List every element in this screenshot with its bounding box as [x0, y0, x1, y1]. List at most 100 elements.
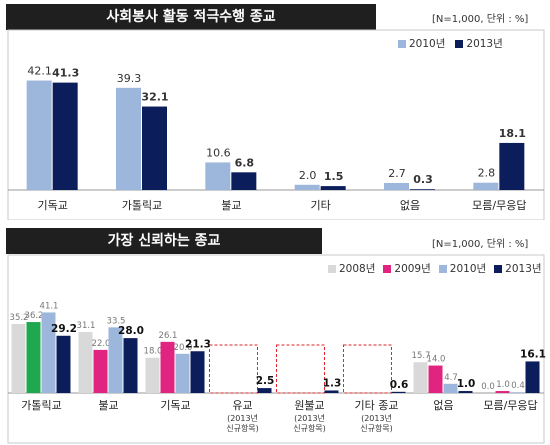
bar: [410, 189, 435, 190]
data-label: 0.4: [511, 381, 525, 391]
data-label: 28.0: [118, 325, 144, 337]
data-label: 4.7: [444, 373, 458, 383]
data-label: 18.1: [499, 127, 526, 140]
bar: [26, 322, 41, 393]
bar: [108, 327, 123, 393]
bar: [391, 391, 406, 393]
bar: [142, 106, 167, 190]
legend-swatch: [328, 264, 336, 273]
category-note: (2013년: [361, 413, 392, 423]
bar: [384, 182, 409, 190]
category-note: 신규항목): [293, 424, 326, 433]
legend-label: 2013년: [505, 263, 542, 275]
bar: [324, 390, 339, 393]
data-label: 31.1: [77, 321, 96, 331]
data-label: 0.6: [390, 379, 409, 391]
legend-label: 2008년: [339, 263, 376, 275]
bar: [78, 332, 93, 393]
bar: [11, 324, 26, 393]
chart-frame: [7, 29, 545, 220]
bar: [473, 182, 499, 190]
chart-panel-1: 사회봉사 활동 적극수행 종교 [N=1,000, 단위 : %] 2010년 …: [0, 0, 550, 220]
category-label: 불교: [221, 199, 241, 212]
chart-frame: [7, 254, 545, 444]
bar: [320, 186, 346, 190]
category-note: 신규항목): [226, 424, 259, 433]
bar: [458, 391, 473, 393]
bar: [116, 87, 141, 190]
legend-label: 2010년: [449, 263, 487, 275]
data-label: 42.1: [27, 65, 52, 78]
legend-item-2009: 2009년: [383, 261, 431, 276]
legend-item-2013: 2013년: [494, 261, 542, 276]
data-label: 2.8: [478, 167, 496, 180]
bar: [175, 353, 190, 393]
legend-item-2008: 2008년: [328, 261, 375, 276]
data-label: 18.0: [144, 347, 163, 357]
data-label: 15.7: [412, 351, 431, 361]
category-label: 기독교: [160, 399, 190, 412]
data-label: 29.2: [51, 323, 77, 335]
bar: [41, 312, 56, 393]
data-label: 14.0: [427, 355, 446, 365]
legend-item-2013: 2013년: [455, 36, 503, 51]
bar: [123, 338, 138, 393]
chart-title-2: 가장 신뢰하는 종교: [6, 228, 322, 254]
category-label: 원불교: [294, 399, 324, 412]
new-item-placeholder: [209, 344, 258, 394]
legend-item-2010: 2010년: [438, 261, 487, 276]
bar: [160, 341, 175, 393]
data-label: 2.5: [256, 375, 275, 387]
data-label: 41.1: [40, 301, 59, 311]
category-label: 모름/무응답: [472, 199, 526, 212]
data-label: 32.1: [141, 91, 168, 104]
category-label: 유교: [232, 399, 252, 412]
bar: [52, 82, 78, 190]
data-label: 0.3: [413, 173, 433, 186]
data-label: 33.5: [107, 316, 126, 326]
bar: [428, 365, 443, 393]
data-label: 6.8: [235, 156, 255, 169]
category-label: 없음: [400, 199, 420, 212]
new-item-placeholder: [343, 344, 392, 394]
data-label: 2.7: [388, 167, 406, 180]
bar: [231, 172, 257, 190]
category-label: 기독교: [37, 199, 67, 212]
bar: [93, 349, 108, 393]
legend-swatch: [455, 39, 464, 48]
bar: [510, 392, 525, 393]
legend-item-2010: 2010년: [398, 36, 445, 51]
category-label: 기타 종교: [355, 399, 399, 412]
data-label: 2.0: [299, 169, 317, 182]
legend-label: 2013년: [466, 38, 503, 50]
bar: [413, 362, 428, 393]
data-label: 20.0: [174, 343, 193, 353]
category-note: (2013년: [294, 413, 325, 423]
bar-chart-2: 35.236.241.1 29.2 가톨릭교 31.1 22.0 33.528.0 불교 18…: [7, 254, 546, 444]
bar: [443, 383, 458, 393]
category-label: 가톨릭교: [21, 399, 61, 412]
bar: [145, 357, 160, 393]
legend-1: 2010년 2013년: [398, 36, 503, 51]
bar-chart-1: 42.1 41.3 기독교 39.3 32.1 가톨릭교 10.6 6.8 불교 2.0 1.5 기타…: [7, 29, 545, 220]
bar: [525, 361, 540, 393]
category-label: 기타: [311, 199, 331, 212]
bar: [499, 142, 525, 190]
data-label: 0.0: [481, 382, 495, 392]
data-label: 39.3: [117, 72, 142, 85]
legend-swatch: [494, 264, 503, 273]
legend-swatch: [383, 264, 392, 273]
legend-swatch: [398, 39, 406, 48]
data-label: 1.3: [323, 377, 342, 389]
category-label: 불교: [98, 399, 118, 412]
data-label: 1.0: [457, 378, 476, 390]
data-label: 35.2: [10, 313, 29, 323]
bar: [294, 184, 320, 190]
category-label: 모름/무응답: [483, 399, 537, 412]
bar: [205, 162, 231, 190]
data-label: 1.5: [324, 170, 344, 183]
data-label: 1.0: [496, 380, 510, 390]
data-label: 21.3: [185, 338, 211, 350]
data-label: 22.0: [92, 339, 111, 349]
bar: [56, 335, 71, 393]
